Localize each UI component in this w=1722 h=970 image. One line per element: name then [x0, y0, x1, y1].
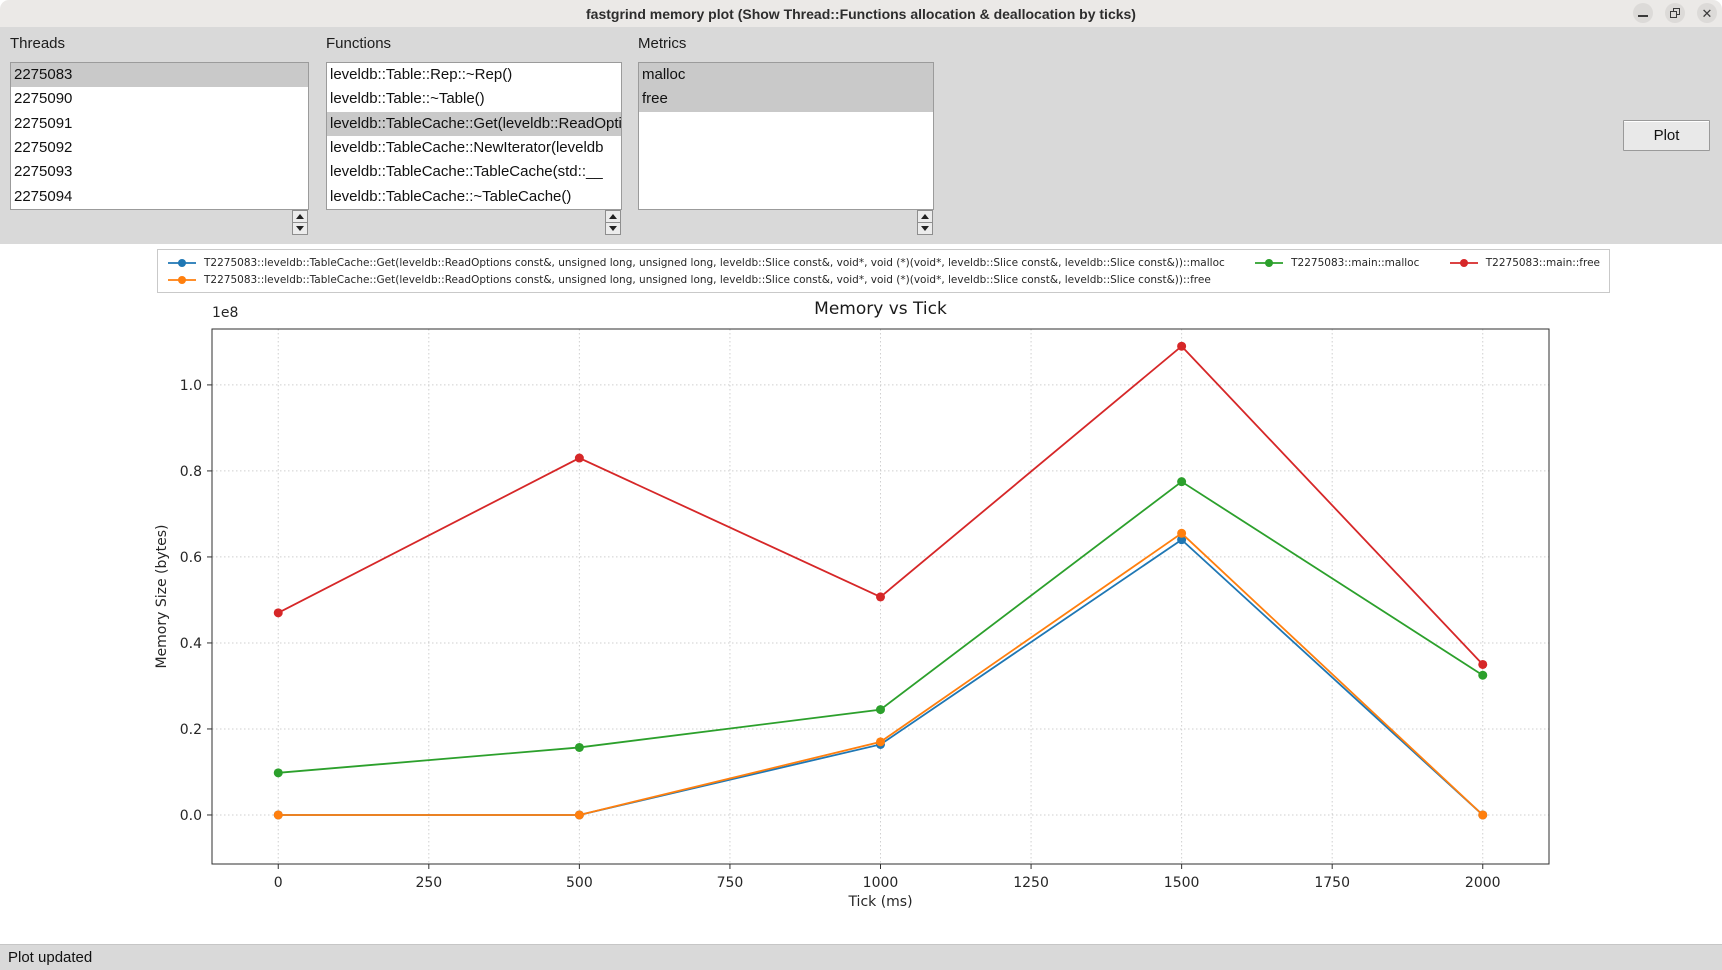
legend-label: T2275083::main::free: [1485, 256, 1600, 269]
legend-entry: T2275083::main::free: [1449, 257, 1600, 269]
legend-marker-icon: [1449, 258, 1478, 267]
functions-list-item[interactable]: leveldb::TableCache::NewIterator(leveldb: [330, 138, 604, 156]
data-point: [273, 608, 283, 618]
data-point: [574, 742, 584, 752]
scroll-down-icon: [921, 226, 929, 231]
scroll-down-button[interactable]: [292, 223, 308, 235]
functions-list-item[interactable]: leveldb::Table::Rep::~Rep(): [330, 66, 513, 83]
y-tick-label: 1.0: [180, 378, 202, 394]
controls-panel: Threads Functions Metrics 2275083 2275090…: [0, 27, 1722, 244]
y-tick-label: 0.0: [180, 808, 202, 824]
functions-list-item[interactable]: leveldb::TableCache::~TableCache(): [330, 187, 572, 205]
legend-marker-icon: [168, 275, 196, 284]
x-tick-label: 1750: [1314, 875, 1350, 891]
x-tick-label: 1250: [1013, 875, 1049, 891]
threads-list-item[interactable]: 2275083: [11, 63, 308, 88]
y-tick-label: 0.4: [180, 636, 202, 652]
x-tick-label: 0: [274, 875, 283, 891]
plot-area: T2275083::leveldb::TableCache::Get(level…: [0, 244, 1722, 944]
legend-entry: T2275083::leveldb::TableCache::Get(level…: [167, 257, 1225, 269]
window-controls: ✕: [1633, 3, 1717, 23]
x-tick-label: 1000: [863, 875, 899, 891]
data-point: [1478, 659, 1488, 669]
status-bar: Plot updated: [0, 944, 1722, 970]
metrics-list-item[interactable]: free: [639, 87, 933, 112]
window-title: fastgrind memory plot (Show Thread::Func…: [586, 5, 1136, 22]
plot-button[interactable]: Plot: [1623, 120, 1710, 151]
minimize-icon: [1638, 15, 1648, 17]
y-axis-offset-label: 1e8: [212, 305, 238, 321]
threads-listbox: 2275083 2275090 2275091 2275092 2275093 22750…: [10, 62, 309, 210]
legend-marker-icon: [1255, 258, 1284, 267]
functions-list-item[interactable]: leveldb::TableCache::Get(leveldb::ReadOp…: [327, 111, 621, 136]
legend-entry: T2275083::leveldb::TableCache::Get(level…: [167, 274, 1211, 286]
legend-label: T2275083::leveldb::TableCache::Get(level…: [204, 256, 1225, 269]
minimize-button[interactable]: [1633, 3, 1653, 23]
scroll-down-button[interactable]: [605, 223, 621, 235]
data-point: [574, 810, 584, 820]
metrics-scrollbar: [917, 210, 933, 235]
maximize-icon: [1670, 8, 1680, 18]
metrics-list-item[interactable]: malloc: [639, 63, 933, 88]
functions-listbox: leveldb::Table::Rep::~Rep()leveldb::Tabl…: [326, 62, 622, 210]
data-point: [876, 705, 885, 715]
x-tick-label: 750: [717, 875, 744, 891]
maximize-button[interactable]: [1665, 3, 1685, 23]
scroll-up-icon: [609, 214, 617, 219]
data-point: [574, 453, 584, 463]
scroll-up-button[interactable]: [605, 210, 621, 223]
chart-title: Memory vs Tick: [814, 299, 947, 319]
data-point: [1177, 535, 1187, 545]
status-message: Plot updated: [8, 949, 93, 966]
x-tick-label: 1500: [1164, 875, 1200, 891]
title-bar: fastgrind memory plot (Show Thread::Func…: [0, 0, 1722, 28]
data-point: [1478, 670, 1488, 680]
data-point: [1177, 477, 1187, 487]
data-point: [1177, 341, 1187, 351]
scroll-down-button[interactable]: [917, 223, 933, 235]
y-tick-label: 0.6: [180, 550, 202, 566]
metrics-listbox: malloc free: [638, 62, 934, 210]
scroll-down-icon: [609, 226, 617, 231]
y-tick-label: 0.2: [180, 722, 202, 738]
threads-list-item[interactable]: 2275091: [14, 114, 73, 132]
scroll-up-button[interactable]: [292, 210, 308, 223]
x-tick-label: 2000: [1465, 875, 1501, 891]
legend-marker-icon: [168, 258, 196, 267]
data-point: [876, 592, 885, 602]
functions-list-item[interactable]: leveldb::Table::~Table(): [330, 90, 485, 108]
data-point: [1478, 810, 1488, 820]
threads-list-item[interactable]: 2275090: [14, 90, 73, 108]
functions-list-item[interactable]: leveldb::TableCache::TableCache(std::__: [330, 163, 603, 181]
x-axis-label: Tick (ms): [847, 894, 912, 910]
data-point: [1177, 528, 1187, 538]
threads-scrollbar: [292, 210, 308, 235]
scroll-up-button[interactable]: [917, 210, 933, 223]
data-point: [273, 768, 283, 778]
threads-list-item[interactable]: 2275093: [14, 163, 73, 181]
data-point: [876, 737, 885, 747]
scroll-up-icon: [921, 214, 929, 219]
threads-list-item[interactable]: 2275094: [14, 187, 73, 205]
y-axis-label: Memory Size (bytes): [154, 524, 170, 668]
x-tick-label: 500: [566, 875, 593, 891]
legend-label: T2275083::leveldb::TableCache::Get(level…: [204, 273, 1211, 286]
close-icon: ✕: [1701, 5, 1713, 21]
memory-chart: 0 250 500 750 1000 1250 1500 1750 2000 0.0 0.2 0.4 0…: [154, 299, 1550, 910]
data-point: [273, 810, 283, 820]
legend-entry: T2275083::main::malloc: [1254, 257, 1419, 269]
x-tick-label: 250: [415, 875, 442, 891]
functions-scrollbar: [605, 210, 621, 235]
threads-list-item[interactable]: 2275092: [14, 138, 73, 156]
close-button[interactable]: ✕: [1697, 3, 1717, 23]
scroll-up-icon: [296, 214, 304, 219]
functions-label: Functions: [326, 35, 392, 52]
metrics-label: Metrics: [638, 35, 687, 52]
y-tick-label: 0.8: [180, 464, 202, 480]
scroll-down-icon: [296, 226, 304, 231]
threads-label: Threads: [10, 35, 66, 52]
legend-label: T2275083::main::malloc: [1291, 256, 1420, 269]
chart-legend: T2275083::leveldb::TableCache::Get(level…: [157, 249, 1610, 293]
